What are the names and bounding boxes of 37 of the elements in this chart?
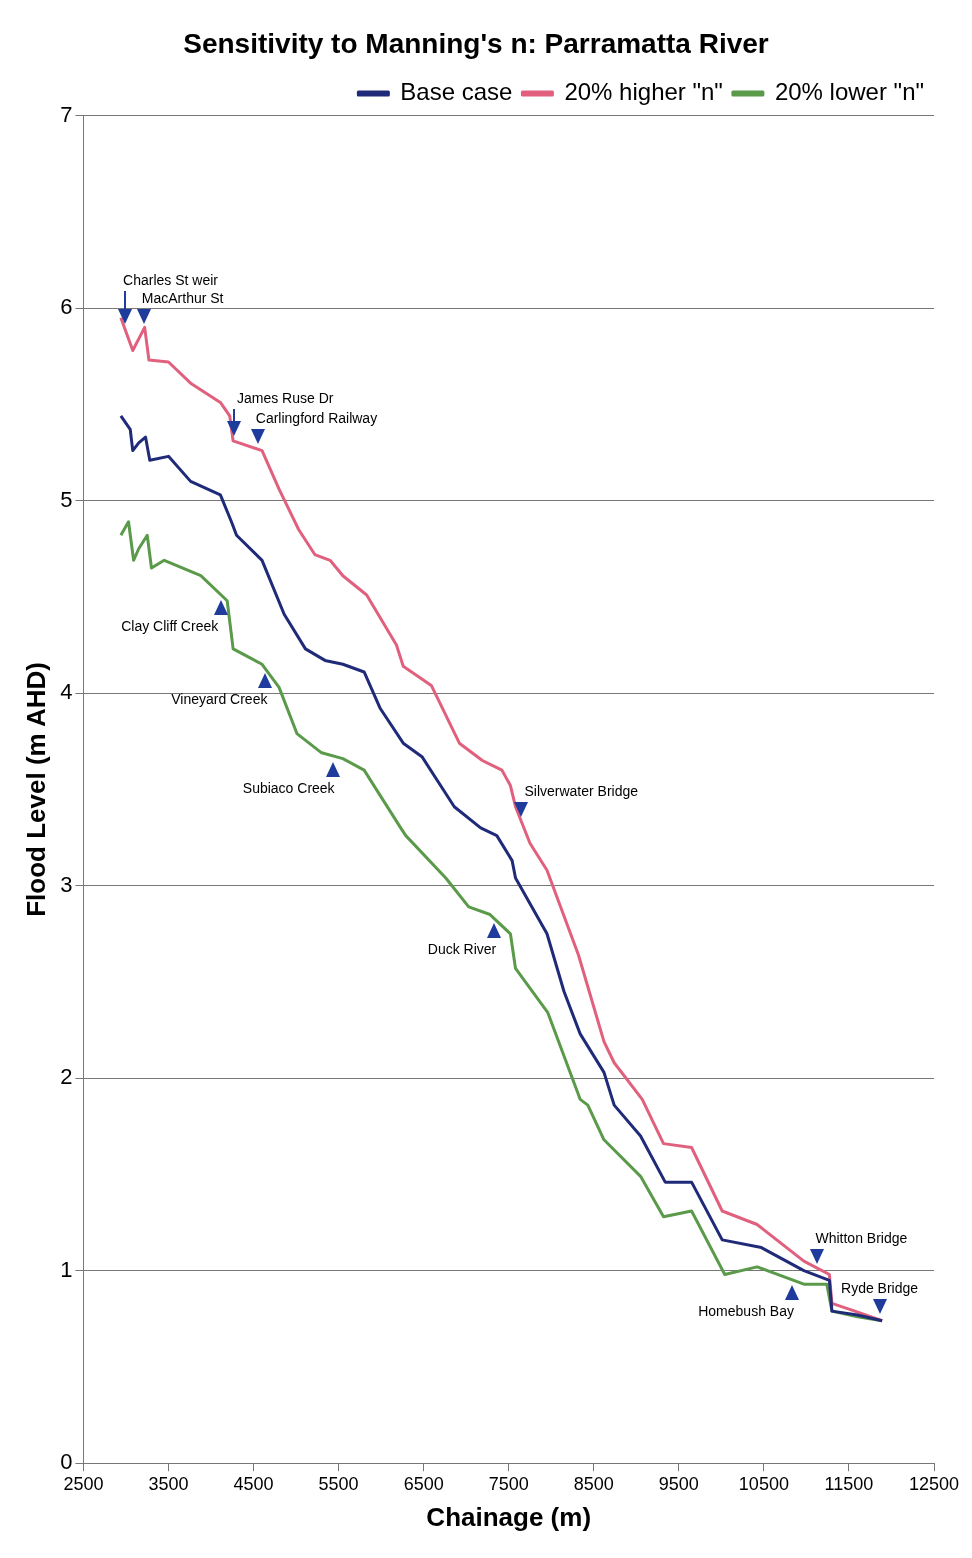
annotation: Charles St weir — [122, 271, 219, 290]
x-tick-label: 7500 — [488, 1473, 529, 1494]
annotation: Silverwater Bridge — [523, 782, 640, 801]
y-tick-label: 7 — [60, 101, 73, 127]
annotation: Whitton Bridge — [814, 1228, 909, 1247]
y-tick-label: 5 — [60, 486, 73, 512]
annotation: Carlingford Railway — [254, 408, 379, 427]
annotation: Ryde Bridge — [840, 1278, 920, 1297]
y-tick-label: 4 — [60, 679, 73, 705]
x-tick-label: 9500 — [658, 1473, 699, 1494]
annotation: MacArthur St — [140, 289, 225, 308]
annotation: Duck River — [426, 940, 498, 959]
x-tick-label: 2500 — [63, 1473, 104, 1494]
annotation: Homebush Bay — [697, 1302, 795, 1321]
y-tick-label: 0 — [60, 1449, 73, 1475]
legend-label: 20% lower "n" — [774, 78, 924, 106]
x-tick-label: 12500 — [908, 1473, 960, 1494]
x-tick-label: 10500 — [738, 1473, 789, 1494]
chart-title: Sensitivity to Manning's n: Parramatta River — [183, 27, 769, 59]
x-tick-label: 8500 — [573, 1473, 614, 1494]
annotation: James Ruse Dr — [236, 388, 335, 407]
x-tick-label: 11500 — [824, 1473, 874, 1494]
x-tick-label: 6500 — [403, 1473, 444, 1494]
y-tick-label: 3 — [60, 871, 73, 897]
y-tick-label: 1 — [60, 1256, 73, 1282]
legend-label: 20% higher "n" — [564, 78, 723, 106]
y-tick-label: 6 — [60, 294, 73, 320]
x-axis-title: Chainage (m) — [426, 1501, 592, 1532]
annotation: Subiaco Creek — [241, 778, 336, 797]
legend-label: Base case — [400, 78, 513, 106]
x-tick-label: 5500 — [318, 1473, 359, 1494]
annotation: Vineyard Creek — [170, 690, 269, 709]
x-tick-label: 4500 — [233, 1473, 274, 1494]
y-tick-label: 2 — [60, 1064, 73, 1090]
annotation: Clay Cliff Creek — [120, 616, 220, 635]
y-axis-title: Flood Level (m AHD) — [20, 662, 51, 917]
x-tick-label: 3500 — [148, 1473, 189, 1494]
